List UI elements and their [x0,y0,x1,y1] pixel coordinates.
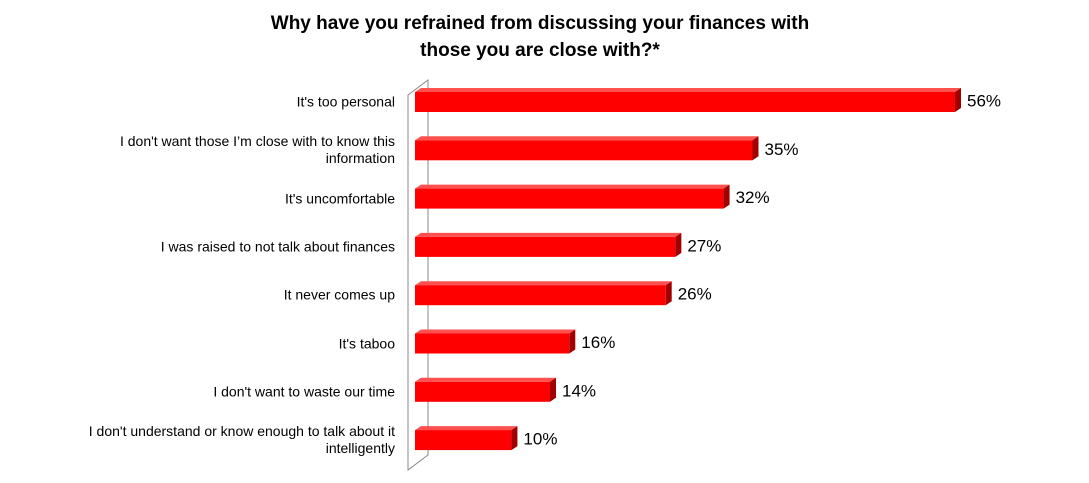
category-label: I was raised to not talk about finances [160,238,395,255]
bar-top [415,88,961,92]
value-label: 14% [562,381,596,400]
category-label: I don't want those I’m close with to kno… [119,133,395,167]
value-label: 27% [687,236,721,255]
bar [415,236,676,257]
bar [415,333,570,354]
value-label: 56% [967,91,1001,110]
category-label: It never comes up [283,286,395,303]
bar [415,430,512,451]
bar-side [550,377,556,402]
category-label: It's taboo [338,335,395,351]
category-label: I don't want to waste our time [213,383,395,400]
value-label: 16% [581,333,615,352]
category-label: It's too personal [296,93,395,110]
bar-side [665,281,672,306]
bar [415,285,666,306]
bar-top [415,281,672,286]
bar-side [723,184,730,209]
bar [415,188,724,209]
bar [415,381,550,402]
bar-side [675,232,682,257]
bar [415,92,955,112]
bar-top [415,377,556,382]
value-label: 26% [678,285,712,304]
category-label: I don't understand or know enough to tal… [88,423,395,457]
value-label: 32% [736,188,770,207]
bar-side [569,329,576,354]
bar [415,140,753,161]
value-label: 10% [523,430,557,449]
bar-top [415,426,518,431]
category-label: It's uncomfortable [284,190,395,207]
bar-side [511,426,518,451]
bar-top [415,329,576,334]
bar-side [955,88,961,112]
chart-title: Why have you refrained from discussing y… [270,13,810,61]
value-label: 35% [765,140,799,159]
bar-top [415,184,730,189]
bar-top [415,232,682,237]
bar-top [415,136,759,141]
axis-wall [407,79,429,471]
bar-side [752,136,759,161]
